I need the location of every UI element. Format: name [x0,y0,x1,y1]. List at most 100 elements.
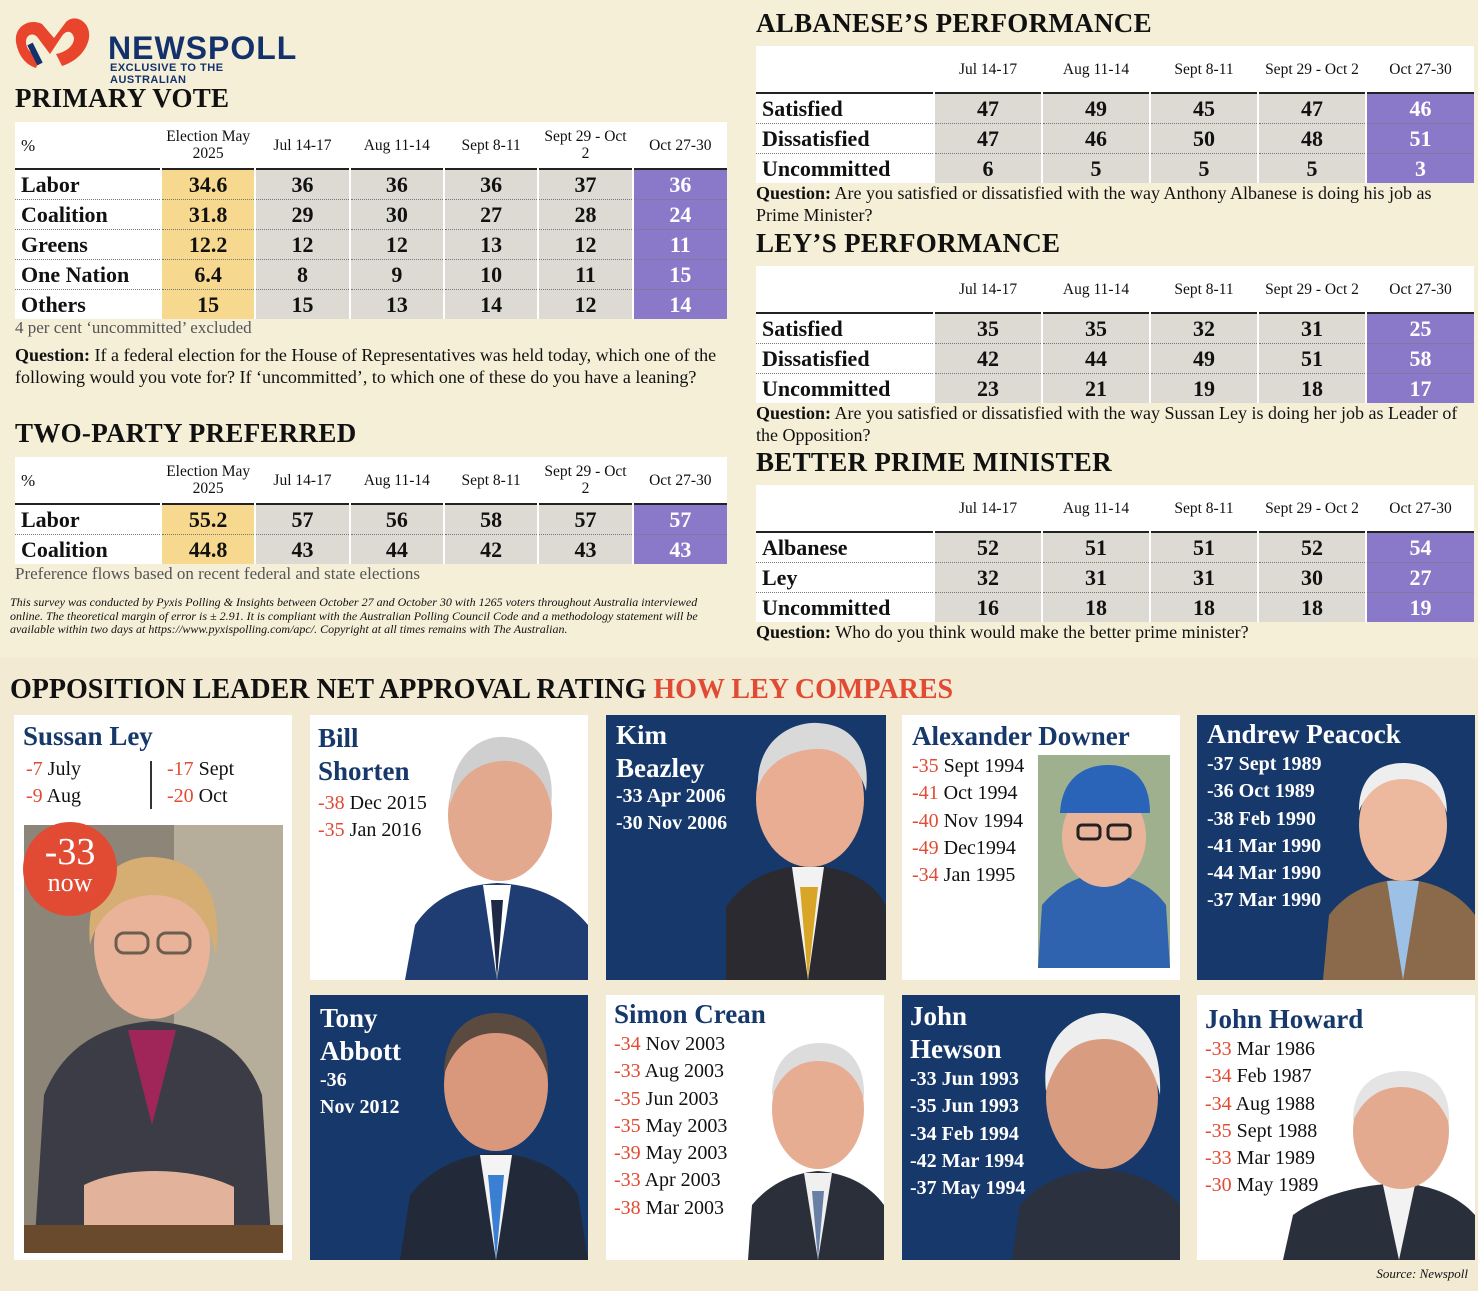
leader-name-line: Tony [320,1003,378,1033]
rating-date: Jan 1995 [943,864,1016,887]
leader-ratings: -34 Nov 2003 -33 Aug 2003 -35 Jun 2003 -35 … [614,1031,727,1222]
rating-date: Oct 1989 [1238,780,1315,803]
data-cell: 27 [1365,562,1474,593]
ley-right-ratings: -17 Sept -20 Oct [167,756,234,811]
data-cell: 31 [1149,562,1258,593]
leader-card-howard: John Howard -33 Mar 1986 -34 Feb 1987 -34 … [1197,995,1475,1260]
rating-date: Oct 1994 [943,782,1018,805]
rating-value: -38 [318,792,345,814]
rating-line: -33 Jun 1993 [910,1066,1026,1093]
data-cell: 18 [1257,373,1366,403]
data-cell: 30 [348,199,444,230]
rating-value: -33 [614,1169,641,1192]
question-text: Who do you think would make the better p… [835,622,1249,642]
rating-date: Aug 1988 [1235,1092,1316,1115]
data-cell: 18 [1149,592,1258,622]
rating-line: -35 Jan 2016 [318,817,427,844]
rating-value: -35 [1205,1119,1232,1142]
rating-date: Nov 2012 [320,1096,400,1119]
leader-name-line: John [910,1001,968,1031]
rating-date: Mar 1990 [1238,862,1322,885]
ley-divider [150,761,152,809]
data-cell: 58 [442,503,539,535]
data-cell: 24 [631,199,727,230]
bill-shorten-portrait [405,736,588,980]
comparison-title-main: OPPOSITION LEADER NET APPROVAL RATING [10,674,647,705]
data-cell: 12 [348,229,444,260]
rating-date: Aug [46,785,82,808]
rating-value: -35 [910,1095,937,1118]
rating-line: -44 Mar 1990 [1207,860,1321,887]
data-cell: 15 [159,289,256,319]
rating-value: -33 [1205,1147,1232,1170]
rating-date: Feb 1994 [941,1122,1019,1145]
data-cell: 46 [1365,92,1474,124]
rating-value: -33 [910,1068,937,1090]
data-cell: 36 [442,168,539,200]
john-howard-portrait [1283,1071,1475,1260]
rating-value: -41 [912,782,939,805]
data-cell: 42 [442,534,539,564]
data-cell: 16 [933,592,1042,622]
data-cell: 49 [1149,343,1258,374]
table-row: Dissatisfied 47 46 50 48 51 [756,123,1474,154]
row-label: Uncommitted [756,153,934,183]
leader-ratings: -33 Jun 1993 -35 Jun 1993 -34 Feb 1994 -42 … [910,1066,1026,1202]
rating-date: May 2003 [645,1142,728,1165]
row-label: Labor [15,168,161,200]
rating-value: -42 [910,1149,937,1172]
question-label: Question: [756,403,832,423]
data-cell: 34.6 [159,168,256,200]
question-text: Are you satisfied or dissatisfied with t… [756,403,1458,445]
data-cell: 44 [348,534,444,564]
data-cell: 6.4 [159,259,256,290]
data-cell: 5 [1257,153,1366,183]
rating-value: -34 [912,864,939,887]
data-cell: 32 [933,562,1042,593]
row-label: Coalition [15,199,161,230]
rating-line: -30 May 1989 [1205,1172,1318,1199]
data-cell: 57 [254,503,350,535]
leader-name-line: Beazley [616,753,705,783]
rating-value: -9 [26,785,43,808]
leader-name-line: Bill [318,723,359,753]
primary-vote-question: Question: If a federal election for the … [15,344,727,388]
simon-crean-portrait [748,1043,884,1260]
rating-date: Apr 2003 [644,1169,721,1192]
column-header: Aug 11-14 [1041,46,1150,93]
table-row: Labor 34.6 36 36 36 37 36 [15,168,727,200]
row-label: Dissatisfied [756,123,934,154]
primary-vote-title: PRIMARY VOTE [15,83,230,113]
rating-line: -34 Nov 2003 [614,1031,727,1058]
rating-value: -35 [614,1087,641,1110]
two-party-note: Preference flows based on recent federal… [15,564,420,583]
data-cell: 12 [537,289,633,319]
rating-line: -38 Feb 1990 [1207,806,1321,833]
rating-value: -34 [1205,1065,1232,1088]
rating-line: -34 Feb 1987 [1205,1063,1318,1090]
rating-value: -39 [614,1142,641,1165]
rating-value: -37 [910,1177,937,1200]
leader-name: Kim Beazley [616,719,704,785]
comparison-title-accent: HOW LEY COMPARES [653,674,954,705]
rating-line: -30 Nov 2006 [616,810,727,837]
rating-date: Feb 1987 [1236,1065,1312,1088]
data-cell: 13 [348,289,444,319]
rating-date: Sept 1988 [1236,1119,1318,1142]
column-header: Election May 2025 [159,122,256,169]
question-label: Question: [15,345,91,365]
ley-title: LEY’S PERFORMANCE [756,228,1061,258]
data-cell: 32 [1149,312,1258,344]
leader-ratings: -35 Sept 1994 -41 Oct 1994 -40 Nov 1994 -49… [912,753,1024,889]
data-cell: 44.8 [159,534,256,564]
john-hewson-portrait [1012,1013,1180,1260]
bpm-table: Jul 14-17 Aug 11-14 Sept 8-11 Sept 29 - Oct… [756,485,1474,622]
data-cell: 14 [631,289,727,319]
data-cell: 12 [254,229,350,260]
rating-line: -41 Oct 1994 [912,780,1024,807]
data-cell: 8 [254,259,350,290]
table-row: Others 15 15 13 14 12 14 [15,289,727,319]
table-corner-label: % [15,122,161,169]
data-cell: 5 [1149,153,1258,183]
data-cell: 37 [537,168,633,200]
